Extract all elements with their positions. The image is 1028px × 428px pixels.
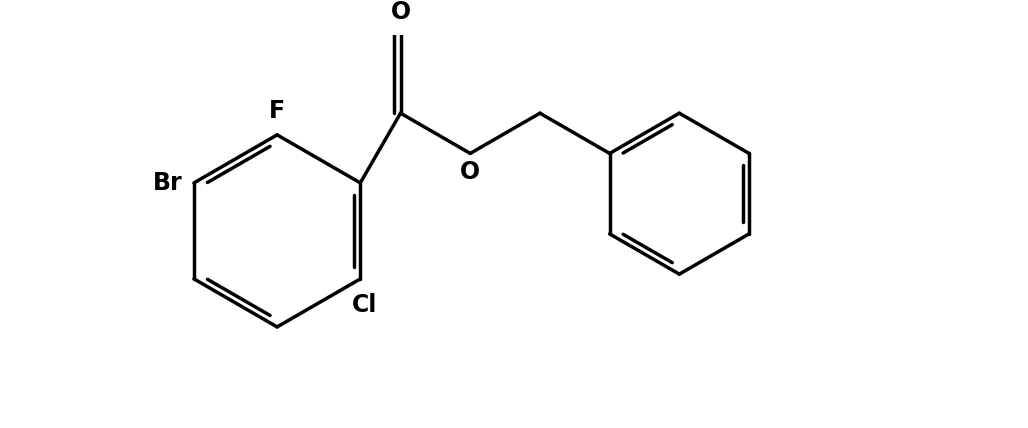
Text: O: O — [391, 0, 410, 24]
Text: F: F — [269, 99, 285, 123]
Text: O: O — [461, 160, 480, 184]
Text: Cl: Cl — [353, 293, 377, 317]
Text: Br: Br — [152, 171, 182, 195]
